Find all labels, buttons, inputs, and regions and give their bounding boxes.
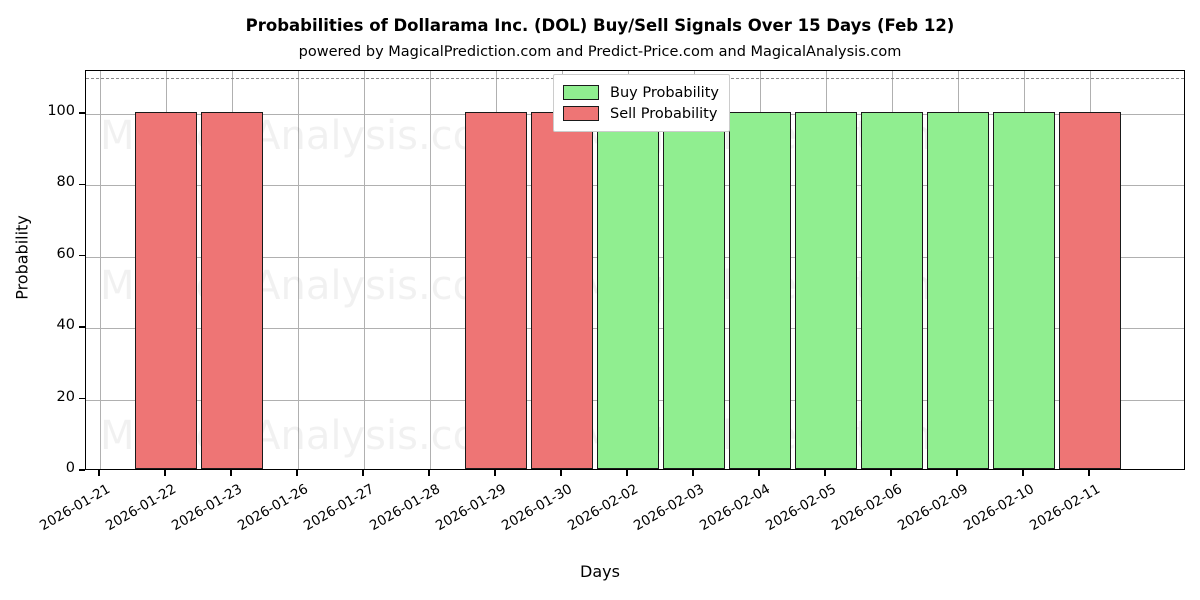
bar[interactable] <box>663 111 725 469</box>
gridline-vertical <box>364 71 365 469</box>
bar[interactable] <box>465 111 527 469</box>
x-tick-mark <box>494 470 496 476</box>
y-tick-mark <box>79 397 85 400</box>
bar[interactable] <box>729 111 791 469</box>
x-tick-mark <box>824 470 826 476</box>
legend-item-buy[interactable]: Buy Probability <box>563 82 719 103</box>
legend-item-sell[interactable]: Sell Probability <box>563 103 719 124</box>
y-tick-mark <box>79 112 85 114</box>
x-tick-mark <box>956 470 958 476</box>
bar[interactable] <box>1059 111 1121 469</box>
bar[interactable] <box>201 111 263 469</box>
x-tick-mark <box>890 470 892 476</box>
x-tick-mark <box>98 470 100 476</box>
gridline-vertical <box>430 71 431 469</box>
x-tick-mark <box>1022 470 1024 476</box>
y-tick-label: 0 <box>65 460 75 476</box>
x-tick-mark <box>428 470 430 476</box>
y-tick-label: 40 <box>56 317 75 334</box>
gridline-vertical <box>100 71 101 469</box>
y-tick-mark <box>79 183 85 185</box>
y-axis-title: Probability <box>12 215 32 300</box>
x-tick-mark <box>230 470 232 476</box>
x-tick-mark <box>560 470 562 476</box>
legend-swatch-sell <box>563 106 599 121</box>
x-tick-mark <box>692 470 694 476</box>
x-tick-mark <box>1088 470 1090 476</box>
x-tick-mark <box>362 470 364 476</box>
bar[interactable] <box>135 111 197 469</box>
x-axis-title: Days <box>580 562 620 581</box>
page-title: Probabilities of Dollarama Inc. (DOL) Bu… <box>245 16 955 35</box>
legend-label-buy: Buy Probability <box>610 84 719 101</box>
legend-label-sell: Sell Probability <box>610 105 718 122</box>
y-tick-label: 20 <box>56 388 75 405</box>
bar[interactable] <box>993 111 1055 469</box>
legend-swatch-buy <box>563 85 599 100</box>
x-tick-mark <box>164 470 166 476</box>
gridline-vertical <box>298 71 299 469</box>
bar[interactable] <box>531 111 593 469</box>
x-tick-mark <box>626 470 628 476</box>
y-tick-label: 80 <box>56 174 75 191</box>
chart-subtitle: powered by MagicalPrediction.com and Pre… <box>298 44 902 60</box>
y-tick-mark <box>79 469 85 471</box>
x-tick-mark <box>758 470 760 476</box>
y-tick-mark <box>79 326 85 328</box>
chart-legend: Buy Probability Sell Probability <box>553 74 730 132</box>
bar[interactable] <box>597 111 659 469</box>
y-tick-label: 100 <box>47 102 75 119</box>
y-tick-label: 60 <box>56 245 75 262</box>
y-tick-mark <box>79 255 85 257</box>
x-tick-mark <box>296 470 298 476</box>
bar[interactable] <box>861 111 923 469</box>
x-tick-label: 2026-01-21 <box>37 481 113 535</box>
bar[interactable] <box>927 111 989 469</box>
bar[interactable] <box>795 111 857 469</box>
